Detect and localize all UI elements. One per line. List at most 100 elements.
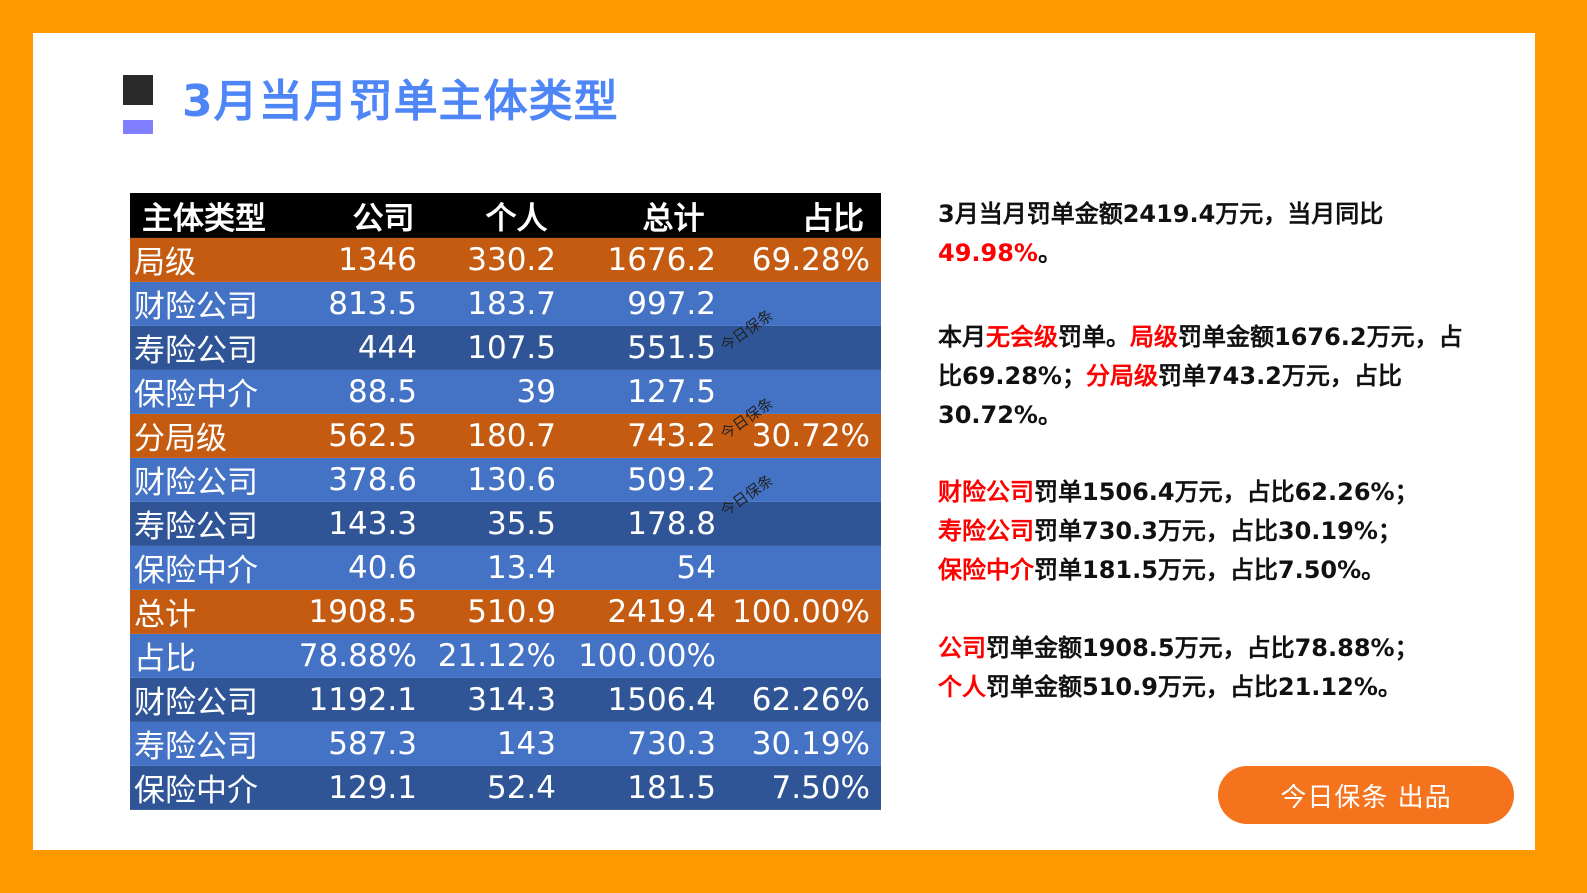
table-cell: 330.2 (467, 241, 556, 278)
table-cell: 30.19% (751, 725, 870, 762)
text: 罚单金额510.9万元，占比21.12%。 (986, 673, 1402, 701)
row-label: 保险中介 (134, 553, 258, 589)
row-label: 总计 (134, 597, 196, 633)
table-cell: 180.7 (467, 417, 556, 454)
row-label: 寿险公司 (134, 333, 258, 369)
highlight: 个人 (938, 673, 986, 701)
table-cell: 181.5 (627, 769, 716, 806)
table-cell: 129.1 (328, 769, 417, 806)
table-cell: 813.5 (328, 285, 417, 322)
summary-paragraph: 3月当月罚单金额2419.4万元，当月同比 49.98%。 (938, 195, 1468, 273)
header-cell: 公司 (352, 200, 415, 237)
highlight: 局级 (1130, 323, 1178, 351)
table-cell: 130.6 (467, 461, 556, 498)
text: 罚单1506.4万元，占比62.26%； (1034, 478, 1419, 506)
table-cell: 13.4 (486, 549, 556, 586)
penalty-table: 主体类型 公司 个人 总计 占比 局级 1346 330.2 1676.2 69.28%… (130, 193, 881, 810)
row-label: 寿险公司 (134, 729, 258, 765)
row-label: 占比 (134, 641, 196, 677)
table-row: 分局级 562.5 180.7 743.2 30.72% (130, 414, 881, 458)
table-cell: 52.4 (486, 769, 556, 806)
title-decoration-dark-square (123, 75, 153, 105)
header-cell: 个人 (485, 200, 548, 237)
highlight: 分局级 (1085, 362, 1158, 390)
table-cell: 997.2 (627, 285, 716, 322)
table-cell: 183.7 (467, 285, 556, 322)
table-cell: 78.88% (298, 637, 417, 674)
level-paragraph: 本月无会级罚单。局级罚单金额1676.2万元，占比69.28%；分局级罚单743… (938, 318, 1468, 435)
table-cell: 314.3 (467, 681, 556, 718)
text: 罚单730.3万元，占比30.19%； (1034, 517, 1402, 545)
table-cell: 143.3 (328, 505, 417, 542)
table-cell: 730.3 (627, 725, 716, 762)
table-row: 保险中介 129.1 52.4 181.5 7.50% (130, 766, 881, 810)
table-cell: 378.6 (328, 461, 417, 498)
table-cell: 1506.4 (607, 681, 716, 718)
text: 罚单金额1676.2万元，占比69.28%； (938, 323, 1463, 390)
table-cell: 1908.5 (308, 593, 417, 630)
table-cell: 88.5 (347, 373, 417, 410)
table-cell: 7.50% (771, 769, 870, 806)
table-cell: 509.2 (627, 461, 716, 498)
table-cell: 143 (496, 725, 556, 762)
highlight: 无会级 (986, 323, 1058, 351)
table-row: 占比 78.88% 21.12% 100.00% (130, 634, 881, 678)
text: 罚单。 (1058, 323, 1130, 351)
highlight: 公司 (938, 634, 986, 662)
yoy-highlight: 49.98% (938, 239, 1038, 267)
table-cell: 69.28% (751, 241, 870, 278)
table-cell: 1192.1 (308, 681, 417, 718)
subject-paragraph: 公司罚单金额1908.5万元，占比78.88%； 个人罚单金额510.9万元，占… (938, 629, 1468, 707)
text: 罚单181.5万元，占比7.50%。 (1034, 556, 1386, 584)
table-row: 总计 1908.5 510.9 2419.4 100.00% (130, 590, 881, 634)
table-cell: 551.5 (627, 329, 716, 366)
text: 罚单金额1908.5万元，占比78.88%； (986, 634, 1419, 662)
header-cell: 主体类型 (142, 200, 266, 237)
table-cell: 100.00% (732, 593, 870, 630)
table-cell: 1676.2 (607, 241, 716, 278)
table-cell: 127.5 (627, 373, 716, 410)
row-label: 寿险公司 (134, 509, 258, 545)
table-cell: 21.12% (437, 637, 556, 674)
table-row: 财险公司 378.6 130.6 509.2 (130, 458, 881, 502)
table-cell: 107.5 (467, 329, 556, 366)
table-cell: 35.5 (486, 505, 556, 542)
row-label: 分局级 (134, 421, 227, 457)
table-cell: 30.72% (751, 417, 870, 454)
row-label: 保险中介 (134, 773, 258, 809)
table-cell: 62.26% (751, 681, 870, 718)
table-cell: 743.2 (627, 417, 716, 454)
table-cell: 562.5 (328, 417, 417, 454)
credit-badge: 今日保条 出品 (1218, 766, 1514, 824)
table-cell: 444 (357, 329, 417, 366)
highlight: 财险公司 (938, 478, 1034, 506)
table-row: 寿险公司 587.3 143 730.3 30.19% (130, 722, 881, 766)
table-cell: 39 (516, 373, 556, 410)
page-title: 3月当月罚单主体类型 (182, 76, 619, 127)
table-row: 保险中介 88.5 39 127.5 (130, 370, 881, 414)
table-cell: 178.8 (627, 505, 716, 542)
summary-text: 。 (1037, 239, 1062, 267)
highlight: 寿险公司 (938, 517, 1034, 545)
table-cell: 54 (676, 549, 716, 586)
table-cell: 510.9 (467, 593, 556, 630)
institution-paragraph: 财险公司罚单1506.4万元，占比62.26%； 寿险公司罚单730.3万元，占… (938, 473, 1468, 590)
row-label: 财险公司 (134, 465, 258, 501)
header-cell: 占比 (802, 200, 864, 237)
row-label: 财险公司 (134, 685, 258, 721)
row-label: 财险公司 (134, 289, 258, 325)
table-row: 财险公司 1192.1 314.3 1506.4 62.26% (130, 678, 881, 722)
text: 罚单743.2万元，占比30.72%。 (938, 362, 1402, 429)
highlight: 保险中介 (938, 556, 1034, 584)
table-body: 局级 1346 330.2 1676.2 69.28% 财险公司 813.5 183.7 997… (130, 238, 881, 810)
table-row: 局级 1346 330.2 1676.2 69.28% (130, 238, 881, 282)
summary-text: 3月当月罚单金额2419.4万元，当月同比 (938, 200, 1384, 228)
row-label: 保险中介 (134, 377, 258, 413)
title-decoration-purple-bar (123, 120, 153, 134)
row-label: 局级 (134, 245, 196, 281)
header-cell: 总计 (642, 200, 705, 237)
table-cell: 2419.4 (607, 593, 716, 630)
table-cell: 587.3 (328, 725, 417, 762)
table-cell: 1346 (338, 241, 417, 278)
table-row: 寿险公司 444 107.5 551.5 (130, 326, 881, 370)
